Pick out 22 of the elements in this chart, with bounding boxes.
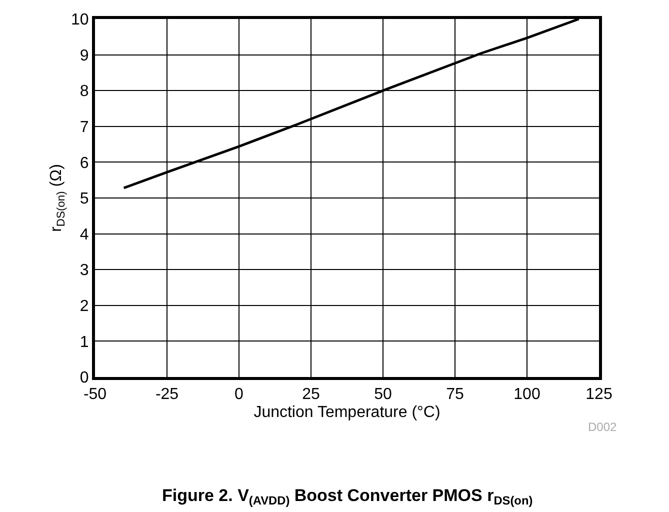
y-tick-label: 9	[80, 47, 89, 64]
x-tick-label: -25	[155, 386, 179, 404]
x-tick-label: 25	[302, 386, 320, 404]
y-tick-label: 6	[80, 154, 89, 172]
y-tick-label: 3	[80, 262, 89, 280]
y-tick-label: 1	[80, 334, 89, 351]
x-tick-label: 50	[374, 386, 392, 404]
y-tick-label: 4	[80, 226, 89, 244]
x-tick-label: 0	[234, 386, 244, 404]
x-tick-label: 125	[586, 386, 612, 404]
x-axis-title: Junction Temperature (°C)	[254, 404, 440, 421]
x-tick-label: 100	[514, 386, 540, 404]
y-tick-label: 10	[71, 12, 89, 29]
x-tick-label: -50	[83, 386, 107, 404]
y-tick-label: 2	[80, 298, 89, 315]
y-tick-label: 0	[80, 370, 89, 387]
y-tick-label: 5	[80, 190, 89, 208]
x-tick-label: 75	[446, 386, 464, 404]
y-tick-label: 7	[80, 119, 89, 136]
text: Figure 2. V$_{(AVDD)}$ Boost Converter PMOS r$_{DS(on)}$	[162, 486, 533, 508]
text: D002	[588, 420, 618, 434]
y-tick-label: 8	[80, 83, 89, 100]
